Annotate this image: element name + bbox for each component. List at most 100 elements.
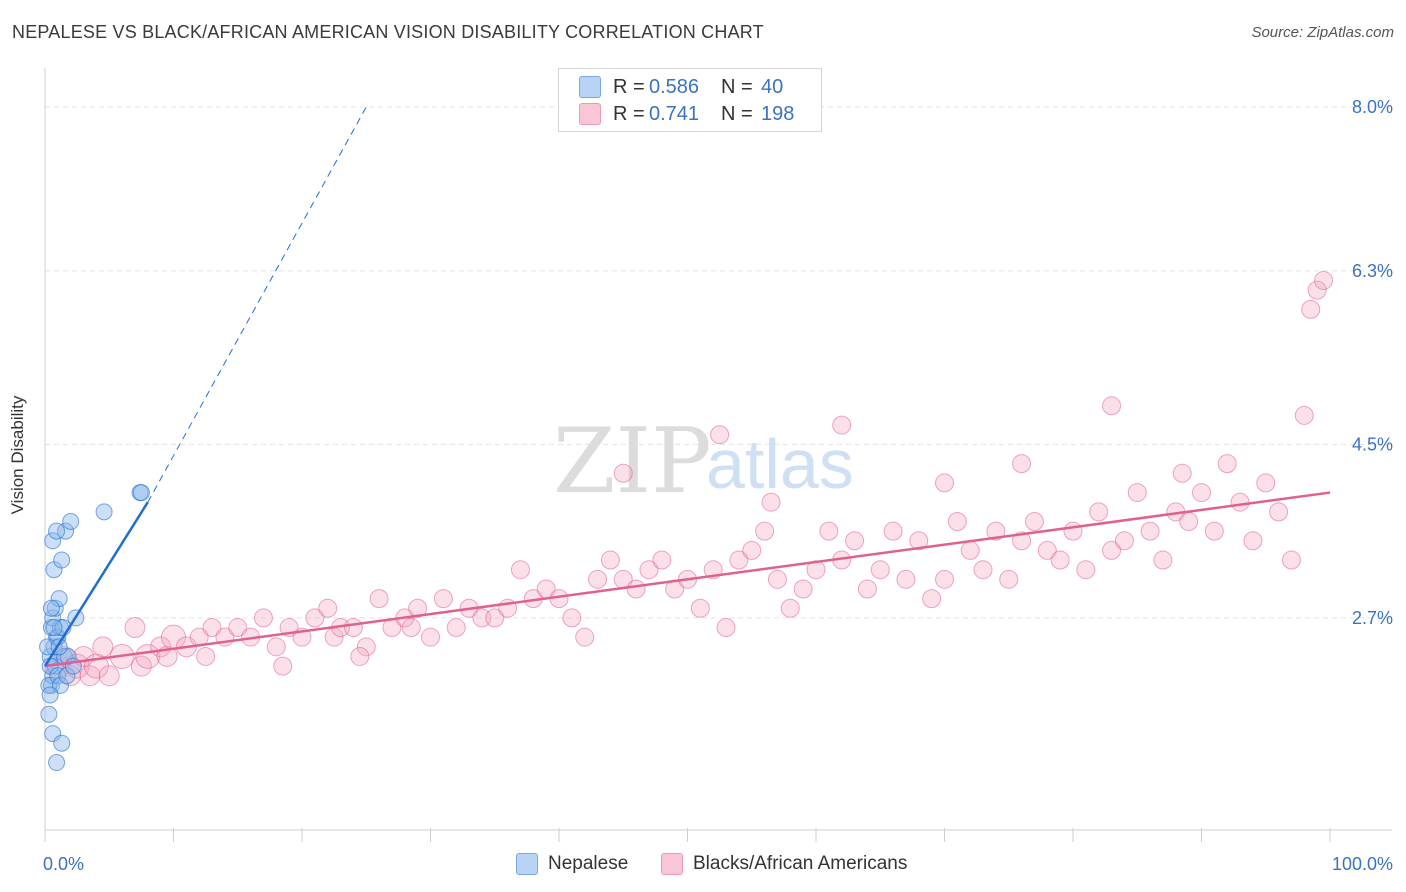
black-point <box>690 598 710 618</box>
trend-lines <box>43 106 1331 668</box>
black-point <box>1102 540 1122 560</box>
black-point <box>767 569 787 589</box>
black-point <box>1102 396 1122 416</box>
black-point <box>1192 483 1211 503</box>
axes <box>44 68 1392 842</box>
black-point <box>1179 511 1199 531</box>
black-point <box>729 550 749 570</box>
black-point <box>1172 463 1192 483</box>
chart-title: NEPALESE VS BLACK/AFRICAN AMERICAN VISIO… <box>12 22 764 42</box>
y-tick-label: 6.3% <box>1352 261 1393 281</box>
black-point <box>401 618 421 638</box>
nepalese-point <box>62 512 80 530</box>
black-point <box>973 560 993 580</box>
black-point <box>1012 454 1032 474</box>
tick-labels: 2.7% 4.5% 6.3% 8.0% 0.0% 100.0% <box>43 97 1393 874</box>
black-point <box>562 608 582 628</box>
black-point <box>1063 521 1083 541</box>
black-point <box>305 608 325 628</box>
nepalese-point <box>40 705 58 723</box>
black-swatch <box>579 103 601 125</box>
watermark-zip: ZIP <box>553 409 712 514</box>
black-point <box>600 550 620 570</box>
watermark-atlas: atlas <box>706 425 854 503</box>
black-point <box>1294 405 1314 425</box>
nepalese-point <box>46 599 64 617</box>
black-point <box>1037 540 1057 560</box>
nepalese-point <box>57 522 75 540</box>
black-point <box>408 598 428 618</box>
nepalese-point <box>132 484 150 502</box>
nepalese-point <box>48 522 66 540</box>
black-point <box>761 492 781 512</box>
black-point <box>1089 502 1109 522</box>
black-point <box>947 511 967 531</box>
black-point <box>755 521 775 541</box>
black-point <box>935 569 954 589</box>
black-point <box>832 415 852 435</box>
nepalese-point <box>53 551 71 569</box>
black-trend-line <box>44 491 1331 668</box>
black-point <box>1314 270 1334 290</box>
black-point <box>1230 492 1250 512</box>
nepalese-point <box>42 599 60 617</box>
black-point <box>639 560 659 580</box>
black-point <box>1301 299 1321 319</box>
black-point <box>999 569 1019 589</box>
legend-row-black: R = 0.741 N = 198 <box>579 102 794 126</box>
black-point <box>845 531 865 551</box>
black-point <box>1140 521 1160 541</box>
black-point <box>1243 531 1263 551</box>
r-value: 0.586 <box>649 75 700 98</box>
black-point <box>253 608 273 628</box>
black-point <box>806 560 826 580</box>
legend-item-nepalese: Nepalese <box>516 852 628 876</box>
n-value: 198 <box>761 102 795 125</box>
black-point <box>510 560 530 580</box>
black-point <box>1204 521 1224 541</box>
legend-item-black: Blacks/African Americans <box>661 852 907 876</box>
black-point <box>343 618 363 638</box>
nepalese-point <box>41 686 59 704</box>
nepalese-point <box>95 503 113 521</box>
black-point <box>124 617 146 639</box>
nepalese-point <box>45 619 63 637</box>
y-tick-label: 8.0% <box>1352 97 1393 117</box>
black-point <box>446 618 466 638</box>
nepalese-point <box>53 734 71 752</box>
black-point <box>1076 560 1096 580</box>
black-point <box>793 579 813 599</box>
black-point <box>1217 454 1237 474</box>
black-point <box>588 569 608 589</box>
black-point <box>935 473 954 493</box>
black-point <box>228 618 248 638</box>
n-label: N = <box>721 102 753 125</box>
black-point <box>1281 550 1301 570</box>
black-point <box>857 579 877 599</box>
black-point <box>922 589 942 609</box>
n-label: N = <box>721 75 753 98</box>
black-point <box>1024 511 1044 531</box>
nepalese-point <box>39 638 57 656</box>
black-point <box>433 589 453 609</box>
black-point <box>626 579 646 599</box>
y-tick-label: 2.7% <box>1352 608 1393 628</box>
black-point <box>92 636 114 658</box>
nepalese-trend-line <box>43 501 149 667</box>
nepalese-swatch <box>516 853 538 875</box>
x-tick-label: 0.0% <box>43 854 84 874</box>
legend-label-black: Blacks/African Americans <box>693 853 908 874</box>
legend-label-nepalese: Nepalese <box>548 853 629 874</box>
black-point <box>196 646 216 666</box>
y-tick-label: 4.5% <box>1352 434 1393 454</box>
black-point <box>819 521 839 541</box>
black-point <box>1269 502 1289 522</box>
black-point <box>1012 531 1032 551</box>
legend-row-nepalese: R = 0.586 N = 40 <box>579 75 783 99</box>
black-point <box>485 608 505 628</box>
black-point <box>53 645 75 667</box>
nepalese-point <box>48 754 66 772</box>
black-point <box>986 521 1006 541</box>
black-point <box>1307 280 1327 300</box>
black-point <box>742 540 762 560</box>
